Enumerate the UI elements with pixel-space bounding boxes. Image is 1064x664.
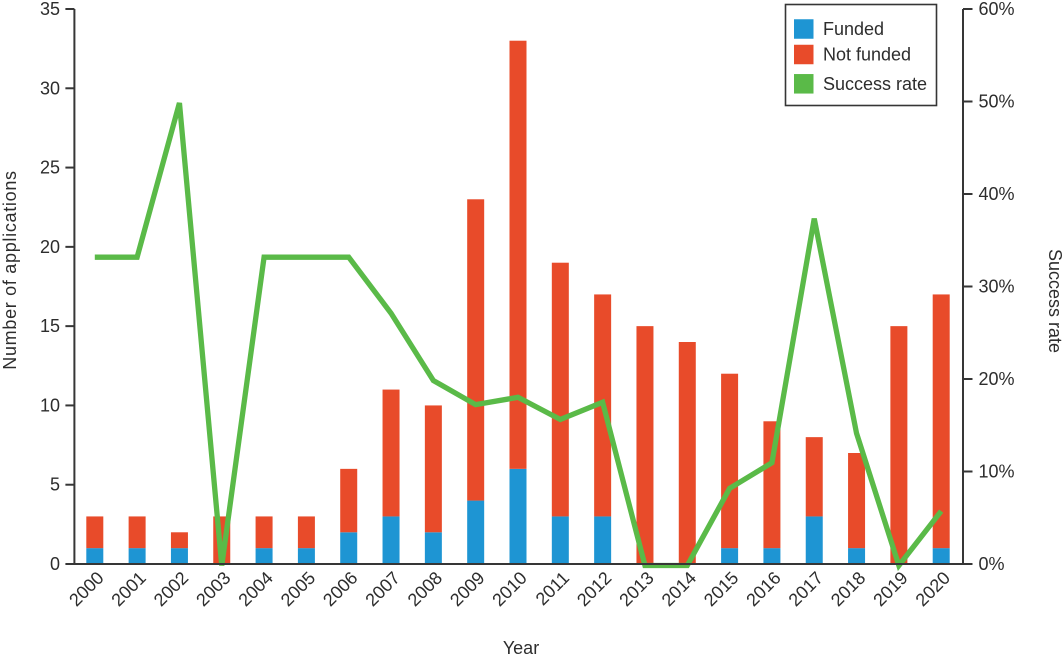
svg-text:Not funded: Not funded: [823, 45, 911, 65]
svg-text:60%: 60%: [979, 0, 1015, 19]
svg-text:20: 20: [40, 237, 60, 257]
svg-text:0%: 0%: [979, 554, 1005, 574]
svg-text:Number of applications: Number of applications: [0, 170, 20, 370]
svg-text:25: 25: [40, 158, 60, 178]
svg-text:0: 0: [50, 554, 60, 574]
svg-text:10: 10: [40, 395, 60, 415]
svg-text:50%: 50%: [979, 92, 1015, 112]
svg-text:10%: 10%: [979, 462, 1015, 482]
svg-text:5: 5: [50, 475, 60, 495]
svg-text:35: 35: [40, 0, 60, 19]
svg-text:Funded: Funded: [823, 19, 884, 39]
svg-text:15: 15: [40, 316, 60, 336]
svg-text:Success rate: Success rate: [1045, 249, 1064, 353]
svg-text:30%: 30%: [979, 277, 1015, 297]
svg-text:30: 30: [40, 78, 60, 98]
svg-text:Success rate: Success rate: [823, 74, 927, 94]
svg-text:40%: 40%: [979, 184, 1015, 204]
svg-text:20%: 20%: [979, 369, 1015, 389]
svg-text:Year: Year: [503, 638, 539, 658]
